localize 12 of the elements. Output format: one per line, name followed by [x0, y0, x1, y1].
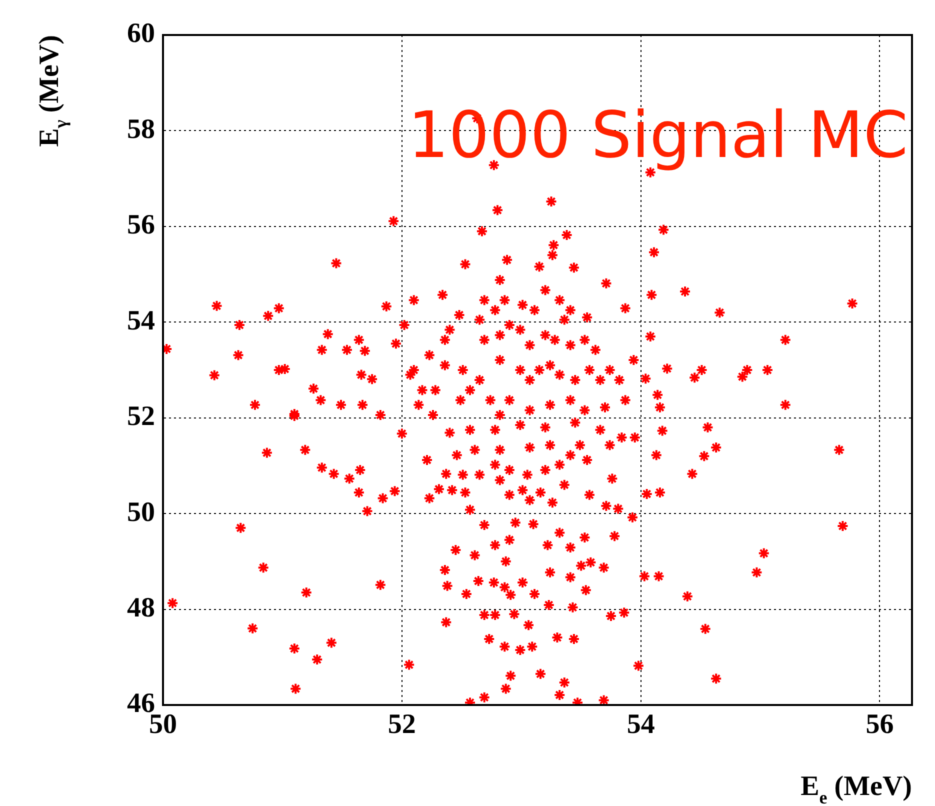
y-tick-label: 54: [127, 305, 155, 336]
y-tick-label: 50: [127, 496, 155, 528]
x-tick-label: 54: [626, 709, 655, 740]
y-tick-label: 48: [127, 592, 155, 624]
y-tick-label: 56: [127, 210, 155, 241]
y-tick-label: 52: [127, 401, 155, 432]
x-tick-label: 52: [388, 709, 416, 740]
annotation: 1000 Signal MC: [408, 99, 908, 173]
y-tick-label: 60: [127, 18, 155, 50]
y-axis-title: Eγ (MeV): [34, 34, 70, 147]
y-tick-label: 58: [127, 114, 155, 145]
x-tick-label: 56: [866, 709, 894, 740]
